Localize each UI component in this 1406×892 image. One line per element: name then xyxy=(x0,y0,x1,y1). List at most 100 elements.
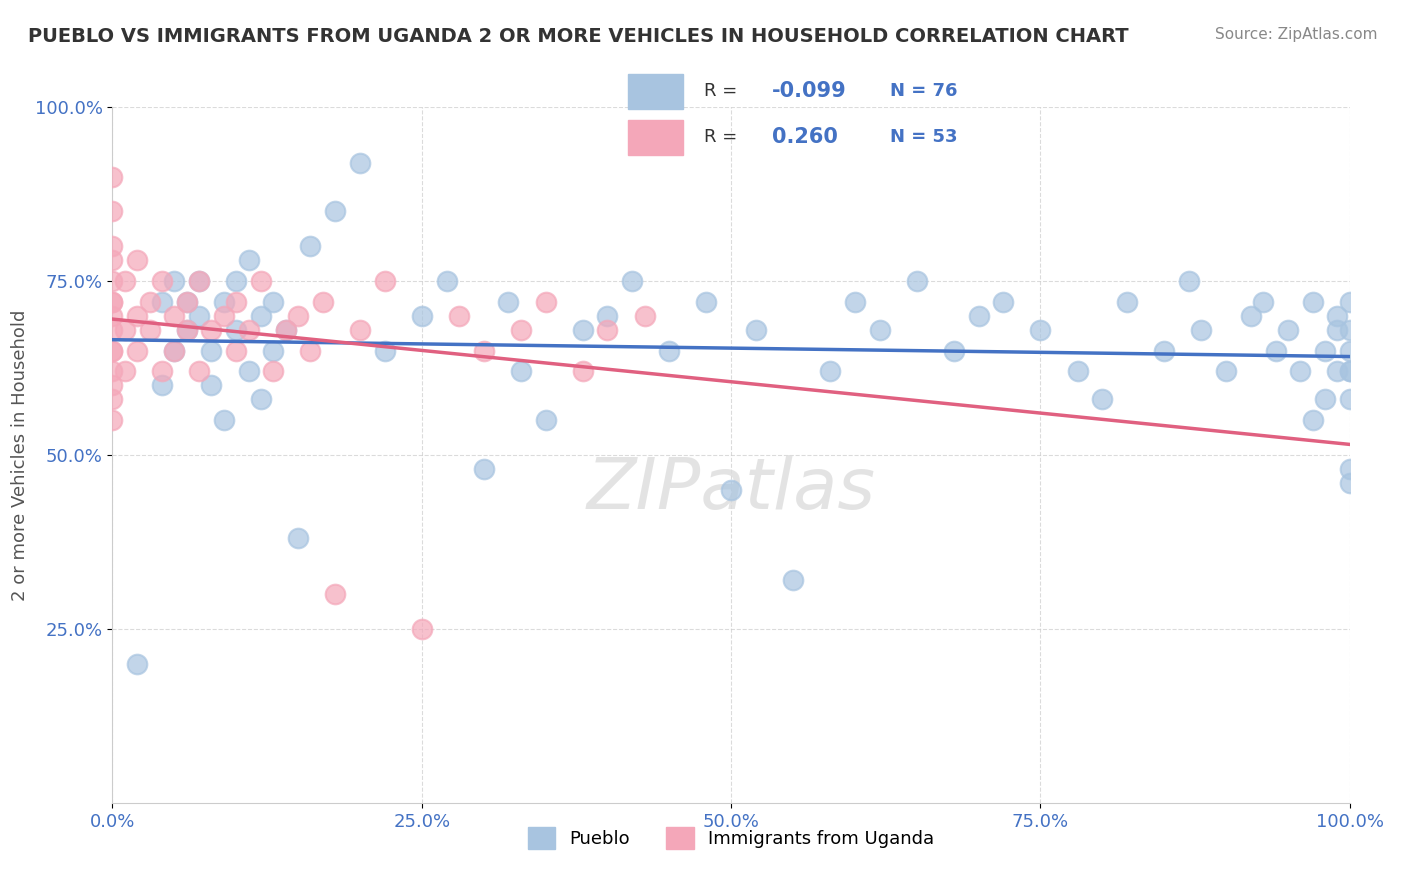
Point xyxy=(238,253,260,268)
Point xyxy=(905,274,928,288)
Point xyxy=(287,532,309,546)
Point xyxy=(1326,309,1348,323)
Point xyxy=(225,294,247,309)
Point xyxy=(1251,294,1274,309)
Point xyxy=(101,364,124,378)
Point xyxy=(571,323,593,337)
Point xyxy=(225,274,247,288)
Point xyxy=(101,392,124,407)
Point xyxy=(114,364,136,378)
Text: Source: ZipAtlas.com: Source: ZipAtlas.com xyxy=(1215,27,1378,42)
Point xyxy=(101,323,124,337)
Point xyxy=(150,364,173,378)
Point xyxy=(262,364,284,378)
Point xyxy=(262,294,284,309)
Point xyxy=(101,294,124,309)
Point xyxy=(596,323,619,337)
Text: 0.260: 0.260 xyxy=(772,128,838,147)
Point xyxy=(150,378,173,392)
Point xyxy=(188,364,211,378)
Point xyxy=(1066,364,1088,378)
Point xyxy=(150,274,173,288)
Point xyxy=(274,323,297,337)
Point xyxy=(150,294,173,309)
Point xyxy=(101,239,124,253)
Point xyxy=(411,309,433,323)
Point xyxy=(658,343,681,358)
Point xyxy=(274,323,297,337)
Point xyxy=(312,294,335,309)
Point xyxy=(176,323,198,337)
Point xyxy=(1240,309,1263,323)
Point xyxy=(101,343,124,358)
Text: ZIPatlas: ZIPatlas xyxy=(586,455,876,524)
Point xyxy=(127,309,149,323)
FancyBboxPatch shape xyxy=(628,74,683,109)
Point xyxy=(1264,343,1286,358)
Point xyxy=(1116,294,1139,309)
Point xyxy=(621,274,644,288)
Point xyxy=(411,622,433,636)
Point xyxy=(250,392,273,407)
Point xyxy=(745,323,768,337)
Point xyxy=(101,378,124,392)
Point xyxy=(782,573,804,587)
Point xyxy=(138,323,160,337)
Point xyxy=(349,155,371,169)
Text: N = 53: N = 53 xyxy=(890,128,957,146)
Legend: Pueblo, Immigrants from Uganda: Pueblo, Immigrants from Uganda xyxy=(522,820,941,856)
Point xyxy=(238,323,260,337)
Point xyxy=(163,309,186,323)
Point xyxy=(188,274,211,288)
Point xyxy=(633,309,655,323)
Point xyxy=(1326,323,1348,337)
Point xyxy=(250,309,273,323)
Point xyxy=(1289,364,1312,378)
Point xyxy=(101,343,124,358)
Point xyxy=(1178,274,1201,288)
Point xyxy=(225,343,247,358)
Point xyxy=(374,274,396,288)
Point xyxy=(534,294,557,309)
Point xyxy=(299,343,322,358)
Point xyxy=(101,204,124,219)
Point xyxy=(101,309,124,323)
Point xyxy=(1339,364,1361,378)
Point xyxy=(472,343,495,358)
Point xyxy=(101,413,124,427)
Point xyxy=(1339,462,1361,476)
Point xyxy=(127,343,149,358)
Point xyxy=(250,274,273,288)
Point xyxy=(509,364,531,378)
Point xyxy=(1339,343,1361,358)
Point xyxy=(349,323,371,337)
Point xyxy=(374,343,396,358)
Point xyxy=(138,294,160,309)
Point xyxy=(571,364,593,378)
Point xyxy=(1302,413,1324,427)
Point xyxy=(498,294,520,309)
Point xyxy=(942,343,965,358)
Point xyxy=(163,343,186,358)
Point xyxy=(188,309,211,323)
Point xyxy=(323,204,346,219)
Point xyxy=(844,294,866,309)
FancyBboxPatch shape xyxy=(628,120,683,155)
Point xyxy=(188,274,211,288)
Point xyxy=(212,413,235,427)
Point xyxy=(212,294,235,309)
Point xyxy=(869,323,891,337)
Text: -0.099: -0.099 xyxy=(772,81,846,101)
Point xyxy=(323,587,346,601)
Point xyxy=(1029,323,1052,337)
Point xyxy=(720,483,742,497)
Point xyxy=(163,343,186,358)
Point xyxy=(596,309,619,323)
Text: R =: R = xyxy=(704,82,744,100)
Point xyxy=(1339,392,1361,407)
Point xyxy=(225,323,247,337)
Point xyxy=(1215,364,1237,378)
Point xyxy=(1313,392,1336,407)
Point xyxy=(287,309,309,323)
Point xyxy=(200,343,222,358)
